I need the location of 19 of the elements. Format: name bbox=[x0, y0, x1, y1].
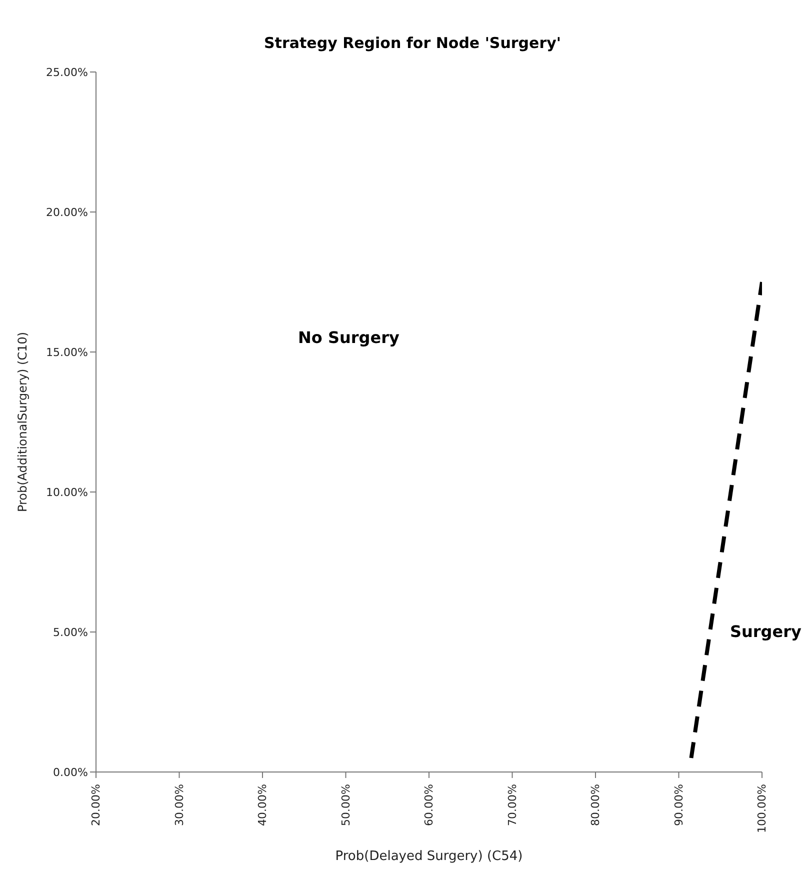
y-axis-title: Prob(AdditionalSurgery) (C10) bbox=[15, 332, 30, 512]
annotation: No Surgery bbox=[298, 328, 400, 347]
y-tick-label: 5.00% bbox=[53, 626, 88, 639]
x-tick-label: 50.00% bbox=[339, 784, 352, 826]
y-tick-label: 0.00% bbox=[53, 766, 88, 779]
y-tick-label: 10.00% bbox=[46, 486, 88, 499]
x-tick-label: 100.00% bbox=[756, 784, 768, 833]
x-tick-label: 90.00% bbox=[672, 784, 686, 826]
y-tick-label: 15.00% bbox=[46, 346, 88, 359]
y-tick-label: 20.00% bbox=[46, 206, 88, 219]
x-tick-label: 80.00% bbox=[589, 784, 602, 826]
x-tick-label: 70.00% bbox=[506, 784, 519, 826]
x-tick-label: 60.00% bbox=[422, 784, 436, 826]
y-tick-label: 25.00% bbox=[46, 66, 88, 79]
chart-title: Strategy Region for Node 'Surgery' bbox=[263, 34, 562, 52]
x-tick-label: 40.00% bbox=[256, 784, 269, 826]
x-axis-title: Prob(Delayed Surgery) (C54) bbox=[335, 849, 523, 864]
x-tick-label: 30.00% bbox=[172, 784, 186, 826]
annotation: Surgery bbox=[730, 622, 802, 641]
